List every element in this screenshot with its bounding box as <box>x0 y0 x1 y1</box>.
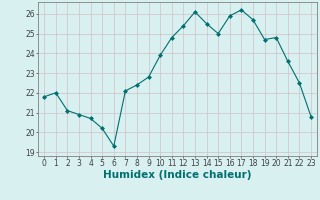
X-axis label: Humidex (Indice chaleur): Humidex (Indice chaleur) <box>103 170 252 180</box>
